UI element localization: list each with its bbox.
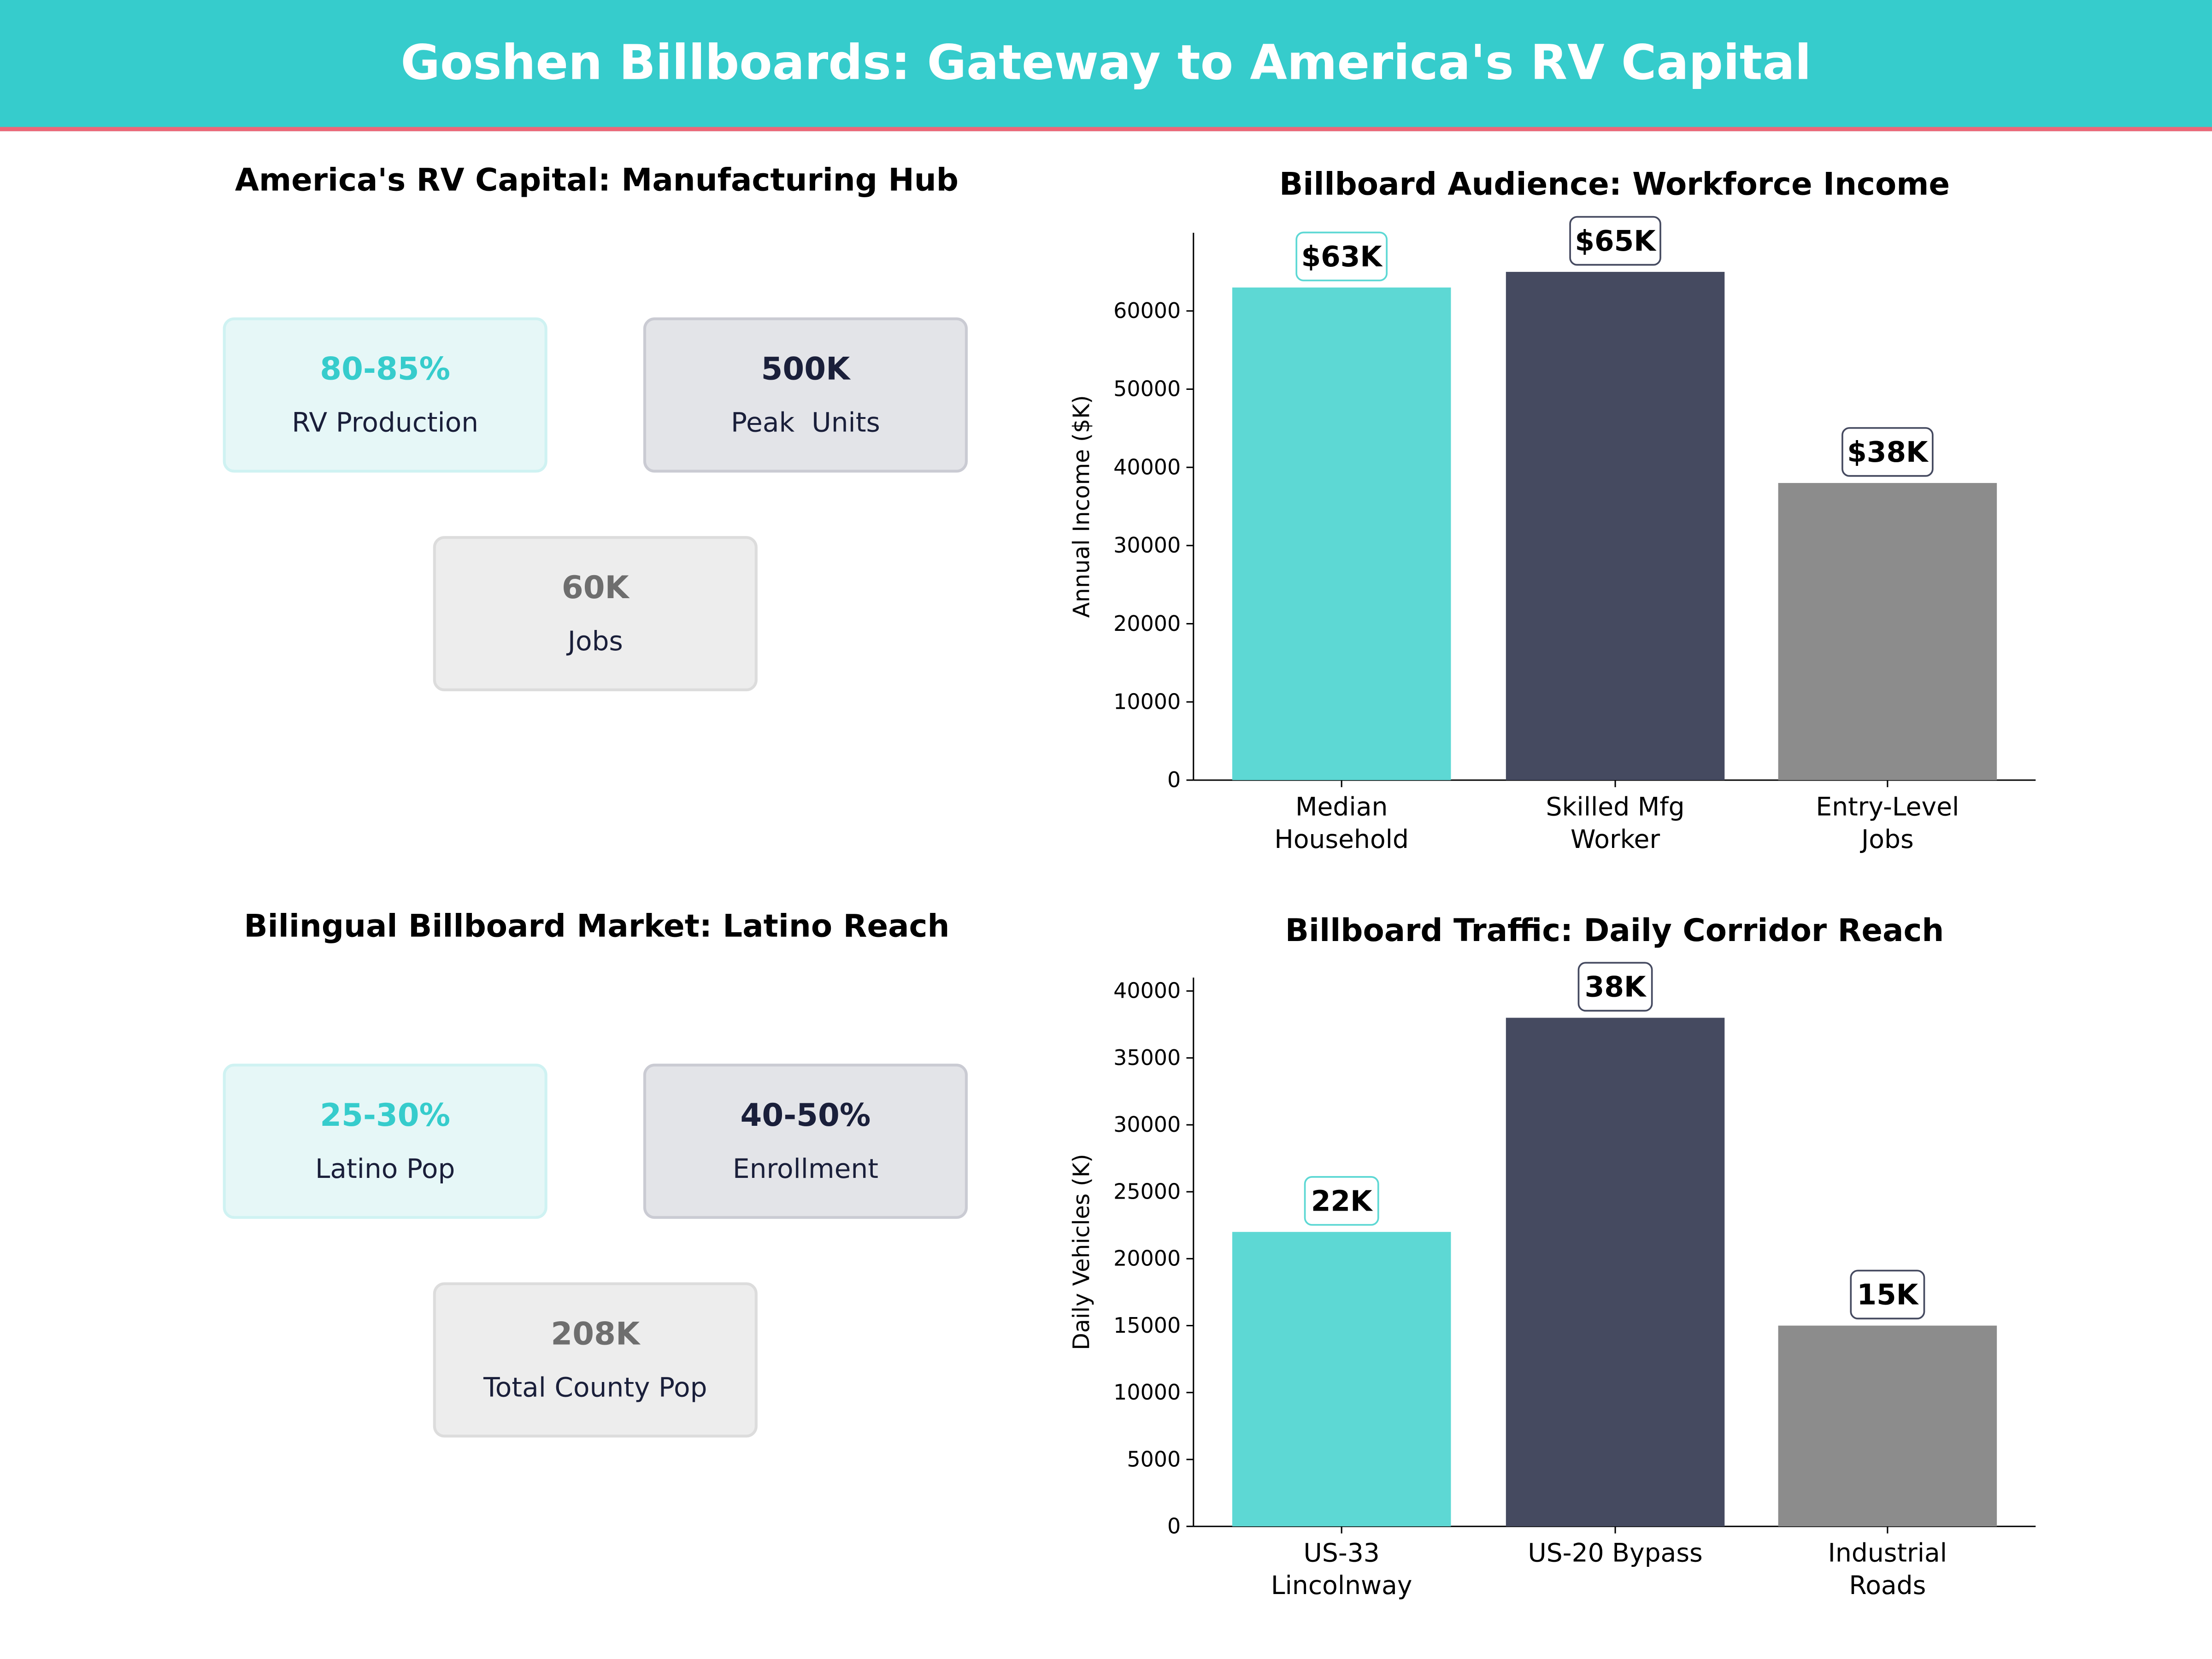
bar-chart: Billboard Audience: Workforce Income 0 100… <box>1068 165 2036 854</box>
stat-card: 40-50% Enrollment <box>643 1064 968 1219</box>
header-banner: Goshen Billboards: Gateway to America's … <box>0 0 2212 131</box>
y-tick-label: 10000 <box>1113 689 1181 714</box>
stat-card: 208K Total County Pop <box>433 1282 758 1438</box>
x-tick-label: Skilled Mfg <box>1546 792 1685 821</box>
y-tick-label: 20000 <box>1113 611 1181 636</box>
x-tick-label: Industrial <box>1828 1538 1947 1568</box>
page-title: Goshen Billboards: Gateway to America's … <box>400 35 1812 92</box>
chart-title: Billboard Traffic: Daily Corridor Reach <box>1285 912 1944 948</box>
y-tick-label: 50000 <box>1113 377 1181 401</box>
stat-value: 208K <box>551 1317 640 1353</box>
y-tick-label: 25000 <box>1113 1179 1181 1204</box>
data-label-box <box>1304 1176 1379 1226</box>
data-label-box <box>1295 231 1388 282</box>
data-label: $65K <box>1575 225 1657 258</box>
x-tick-label: Lincolnway <box>1271 1571 1412 1600</box>
x-tick-label: Entry-Level <box>1816 792 1959 821</box>
stat-card: 80-85% RV Production <box>223 317 547 473</box>
x-tick-label: Median <box>1295 792 1388 821</box>
stat-label: Jobs <box>567 625 623 657</box>
data-label: $63K <box>1301 241 1383 273</box>
y-tick-label: 30000 <box>1113 1112 1181 1137</box>
y-axis-label: Annual Income ($K) <box>1068 395 1094 618</box>
x-tick-label: Jobs <box>1860 824 1914 854</box>
y-tick-label: 30000 <box>1113 533 1181 558</box>
x-tick-label: US-20 Bypass <box>1528 1538 1702 1568</box>
bar <box>1232 1232 1451 1527</box>
data-label-box <box>1841 427 1934 477</box>
chart-title: Billboard Audience: Workforce Income <box>1279 165 1950 202</box>
bar <box>1506 1018 1725 1527</box>
stat-label: Peak Units <box>731 407 880 438</box>
data-label-box <box>1577 962 1653 1012</box>
data-label: 22K <box>1311 1185 1373 1218</box>
stat-card: 25-30% Latino Pop <box>223 1064 547 1219</box>
bar-chart: Billboard Traffic: Daily Corridor Reach 0… <box>1068 912 2036 1600</box>
bar <box>1778 483 1997 780</box>
y-tick-label: 5000 <box>1127 1447 1181 1471</box>
y-tick-label: 60000 <box>1113 298 1181 323</box>
data-label: $38K <box>1847 436 1929 469</box>
stat-label: Enrollment <box>732 1153 879 1184</box>
data-label-box <box>1850 1270 1925 1320</box>
y-tick-label: 20000 <box>1113 1246 1181 1271</box>
stat-label: RV Production <box>292 407 479 438</box>
stat-value: 500K <box>761 352 850 388</box>
manufacturing-panel-title: America's RV Capital: Manufacturing Hub <box>235 164 959 199</box>
y-tick-label: 10000 <box>1113 1380 1181 1405</box>
stat-value: 60K <box>561 571 629 606</box>
y-tick-label: 0 <box>1167 1514 1181 1539</box>
stat-label: Latino Pop <box>315 1153 455 1184</box>
y-axis-label: Daily Vehicles (K) <box>1068 1154 1094 1350</box>
bar <box>1506 271 1725 780</box>
x-tick-label: US-33 <box>1304 1538 1380 1568</box>
y-tick-label: 40000 <box>1113 454 1181 479</box>
stat-card: 60K Jobs <box>433 536 758 691</box>
x-tick-label: Roads <box>1849 1571 1926 1600</box>
stat-card: 500K Peak Units <box>643 317 968 473</box>
x-tick-label: Worker <box>1571 824 1660 854</box>
data-label-box <box>1569 216 1661 266</box>
stat-value: 40-50% <box>740 1098 871 1134</box>
x-tick-label: Household <box>1274 824 1409 854</box>
latino-panel-title: Bilingual Billboard Market: Latino Reach <box>244 910 950 946</box>
y-tick-label: 15000 <box>1113 1313 1181 1338</box>
y-tick-label: 35000 <box>1113 1045 1181 1070</box>
stat-value: 25-30% <box>320 1098 451 1134</box>
stat-value: 80-85% <box>320 352 451 388</box>
stat-label: Total County Pop <box>483 1372 707 1403</box>
y-tick-label: 40000 <box>1113 978 1181 1003</box>
bar <box>1232 287 1451 780</box>
y-tick-label: 0 <box>1167 767 1181 792</box>
bar <box>1778 1325 1997 1527</box>
data-label: 38K <box>1585 971 1647 1004</box>
data-label: 15K <box>1857 1279 1919 1312</box>
